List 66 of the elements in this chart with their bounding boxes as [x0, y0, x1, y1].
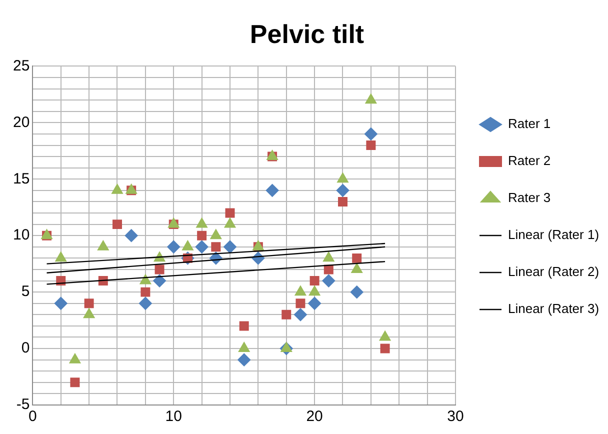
- point: [196, 218, 208, 228]
- point: [308, 296, 322, 310]
- point: [69, 353, 81, 364]
- point: [379, 330, 391, 341]
- point: [138, 296, 152, 310]
- point: [310, 276, 320, 286]
- x-tick-label: 30: [447, 408, 464, 426]
- point: [197, 230, 207, 240]
- point: [364, 127, 378, 140]
- point: [124, 229, 138, 242]
- point: [112, 220, 122, 230]
- point: [296, 298, 306, 308]
- point: [54, 296, 68, 310]
- point: [350, 286, 364, 299]
- point: [294, 308, 307, 322]
- legend-label: Linear (Rater 3): [508, 301, 600, 316]
- y-tick-label: 0: [21, 340, 30, 357]
- y-tick-label: 10: [12, 226, 30, 244]
- point: [336, 184, 350, 197]
- point: [83, 308, 95, 318]
- point: [224, 218, 236, 228]
- point: [70, 378, 80, 388]
- legend-label: Rater 3: [508, 190, 551, 206]
- point: [266, 184, 279, 197]
- legend-label: Rater 1: [508, 116, 551, 132]
- point: [224, 240, 236, 254]
- point: [351, 262, 363, 273]
- point: [282, 310, 292, 320]
- point: [238, 342, 250, 352]
- point: [211, 242, 221, 252]
- point: [112, 184, 123, 194]
- point: [337, 172, 348, 183]
- y-tick-label: 20: [12, 114, 30, 131]
- point: [338, 196, 348, 206]
- legend-label: Linear (Rater 1): [508, 227, 600, 242]
- point: [239, 321, 249, 331]
- point: [380, 344, 390, 354]
- point: [210, 229, 222, 240]
- point: [167, 240, 180, 254]
- y-tick-label: 5: [21, 283, 30, 300]
- legend-label: Rater 2: [508, 153, 551, 168]
- point: [97, 240, 109, 250]
- point: [322, 274, 336, 288]
- point: [140, 287, 150, 297]
- point: [366, 140, 376, 150]
- point: [182, 240, 194, 250]
- point: [308, 286, 320, 296]
- point: [280, 342, 292, 352]
- y-tick-label: -5: [16, 396, 30, 414]
- point: [84, 298, 94, 308]
- y-tick-label: 25: [12, 57, 30, 74]
- legend-label: Linear (Rater 2): [508, 264, 600, 280]
- chart-title: Pelvic tilt: [250, 18, 364, 49]
- point: [352, 253, 362, 263]
- point: [55, 252, 67, 262]
- point: [322, 252, 334, 262]
- point: [140, 274, 152, 284]
- point: [238, 353, 251, 366]
- point: [225, 208, 235, 218]
- point: [154, 264, 164, 274]
- x-tick-label: 20: [306, 408, 323, 426]
- point: [365, 94, 377, 104]
- point: [195, 240, 208, 254]
- y-tick-label: 15: [12, 170, 30, 188]
- x-tick-label: 10: [165, 408, 182, 426]
- point: [294, 286, 306, 296]
